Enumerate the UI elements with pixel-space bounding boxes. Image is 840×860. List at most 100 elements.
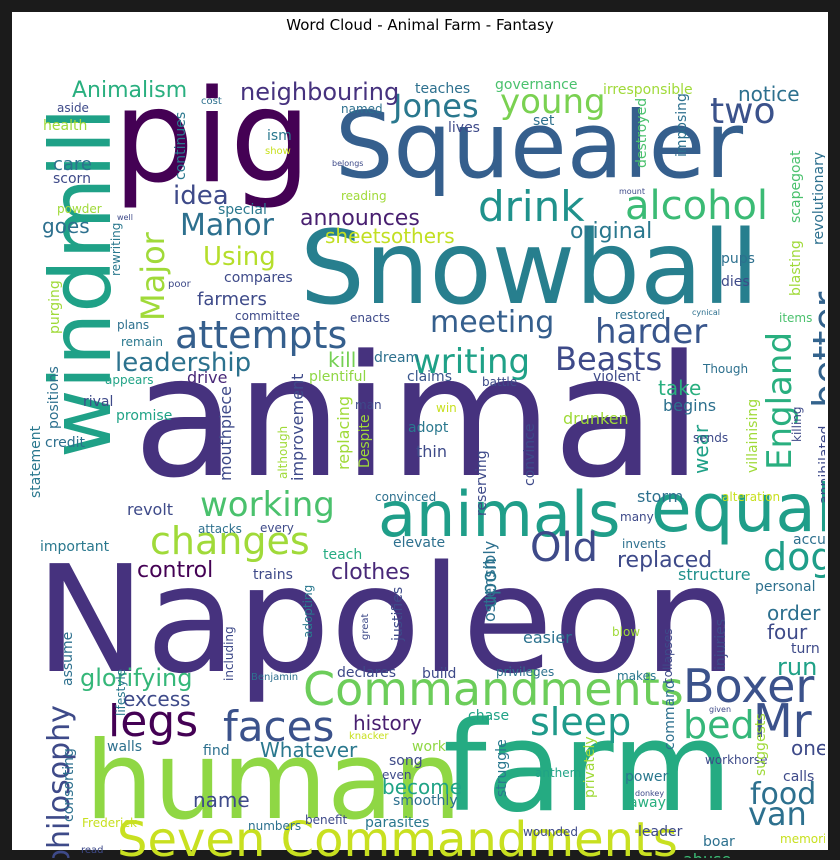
word-four: four	[767, 620, 808, 644]
word-consorting: consorting	[61, 748, 77, 822]
word-declares: declares	[337, 665, 397, 681]
word-original: original	[570, 219, 653, 244]
word-manor: Manor	[180, 208, 274, 243]
word-dies: dies	[721, 274, 750, 290]
word-smoothly: smoothly	[393, 793, 458, 809]
word-compares: compares	[224, 270, 293, 286]
word-drive: drive	[187, 368, 228, 387]
word-drunken: drunken	[563, 409, 629, 428]
word-including: including	[222, 626, 236, 681]
word-battle: battle	[482, 375, 518, 389]
word-trains: trains	[253, 567, 293, 583]
word-privately: privately	[582, 736, 598, 798]
word-memories: memories	[780, 832, 825, 846]
word-claims: claims	[407, 369, 452, 385]
word-calls: calls	[783, 769, 815, 785]
word-statement: statement	[28, 425, 44, 498]
word-boxer: Boxer	[683, 659, 815, 713]
word-governance: governance	[495, 77, 578, 93]
word-glorifying: glorifying	[80, 664, 193, 692]
word-accuses: accuses	[793, 532, 825, 548]
word-blow: blow	[612, 625, 641, 639]
word-commandments: Commandments	[303, 662, 684, 716]
word-notice: notice	[738, 82, 800, 106]
word-history: history	[353, 711, 422, 735]
word-seven-commandments: Seven Commandments	[117, 812, 678, 858]
word-neighbouring: neighbouring	[240, 78, 400, 106]
word-meeting: meeting	[430, 305, 555, 340]
word-farm: farm	[443, 696, 733, 840]
word-using: Using	[203, 242, 276, 272]
word-jones: Jones	[393, 87, 479, 125]
word-attempts: attempts	[175, 313, 348, 357]
word-care: care	[53, 154, 93, 175]
word-benjamin: Benjamin	[251, 672, 299, 683]
word-continues: continues	[173, 111, 189, 180]
word-wounded: wounded	[523, 825, 578, 839]
word-benefit: benefit	[305, 813, 348, 827]
word-health: health	[43, 118, 88, 134]
word-order: order	[767, 601, 821, 625]
word-squealer: Squealer	[335, 92, 744, 199]
word-boar: boar	[703, 834, 735, 850]
word-assume: assume	[60, 631, 76, 686]
word-abuse: abuse	[683, 852, 731, 859]
word-snowball: Snowball	[300, 209, 760, 328]
word-promise: promise	[116, 408, 173, 424]
word-writing: writing	[413, 342, 531, 382]
word-man: man	[355, 398, 382, 412]
word-sleep: sleep	[530, 700, 632, 744]
word-sheetsothers: sheetsothers	[325, 224, 455, 248]
word-rival: rival	[83, 394, 114, 410]
word-villainising: villainising	[745, 398, 761, 473]
word-ism: ism	[267, 128, 292, 144]
word-invents: invents	[622, 537, 666, 551]
word-purging: purging	[47, 280, 63, 334]
word-killing: killing	[790, 406, 804, 442]
word-find: find	[203, 743, 230, 759]
word-walls: walls	[107, 739, 143, 755]
word-annihilated: annihilated	[817, 425, 825, 504]
word-violent: violent	[593, 369, 641, 385]
word-name: name	[193, 788, 250, 812]
word-knacker: knacker	[349, 731, 389, 742]
word-kill: kill	[328, 348, 357, 372]
word-despite: Despite	[357, 414, 373, 468]
word-power: power	[625, 769, 669, 785]
word-imposing: imposing	[674, 93, 690, 157]
word-given: given	[709, 705, 732, 714]
word-thin: thin	[416, 442, 447, 461]
word-working: working	[200, 485, 335, 525]
word-food: food	[750, 777, 817, 812]
word-powder: powder	[57, 202, 102, 216]
word-blasting: blasting	[788, 240, 804, 296]
word-major: Major	[134, 232, 172, 321]
word-england: England	[760, 331, 800, 470]
word-many: many	[620, 510, 654, 524]
word-well: well	[117, 213, 133, 222]
word-plentiful: plentiful	[309, 369, 367, 385]
word-dream: dream	[374, 350, 420, 366]
word-elevate: elevate	[393, 535, 446, 551]
word-chase: chase	[468, 708, 510, 724]
word-lives: lives	[448, 120, 480, 136]
word-rewriting: rewriting	[109, 222, 123, 276]
word-cloud: animal Napoleon farm human Snowball pig Squeal…	[15, 38, 825, 859]
word-even: even	[382, 768, 412, 782]
word-destroyed: destroyed	[634, 97, 650, 168]
word-donkey: donkey	[635, 789, 665, 798]
word-two: two	[710, 91, 776, 132]
word-clothes: clothes	[331, 560, 411, 585]
word-great: great	[360, 613, 371, 640]
word-adopting: adopting	[301, 584, 315, 638]
word-injuries: injuries	[713, 618, 729, 670]
word-old: Old	[530, 525, 598, 571]
word-items: items	[779, 311, 813, 325]
word-scapegoat: scapegoat	[788, 150, 804, 223]
word-special: special	[218, 202, 267, 218]
word-drink: drink	[478, 182, 585, 231]
word-become: become	[382, 775, 463, 799]
word-lifestyle: lifestyle	[114, 668, 128, 716]
word-song: song	[389, 753, 423, 769]
word-van: van	[748, 795, 807, 833]
